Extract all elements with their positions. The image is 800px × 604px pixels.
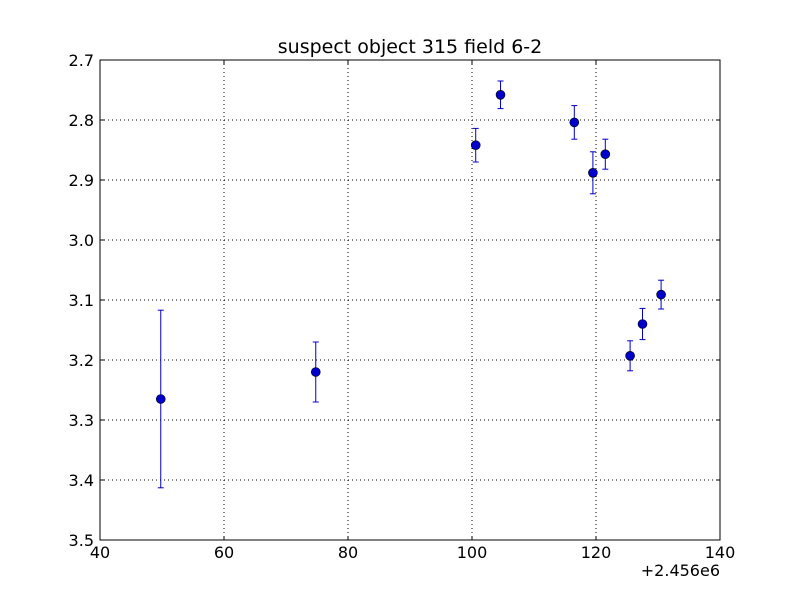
data-point xyxy=(569,117,580,128)
data-point xyxy=(588,168,598,178)
y-tick-label: 2.7 xyxy=(69,51,94,70)
data-point xyxy=(625,350,635,361)
x-tick-label: 60 xyxy=(214,543,234,562)
y-tick-label: 3.0 xyxy=(69,231,94,250)
x-tick-label: 140 xyxy=(705,543,736,562)
y-tick-label: 2.9 xyxy=(69,171,94,190)
x-tick-label: 120 xyxy=(581,543,612,562)
x-tick-label: 80 xyxy=(338,543,358,562)
x-axis-tick-labels: 40 60 80 100 120 140 xyxy=(90,543,735,562)
data-point xyxy=(310,367,321,377)
data-markers xyxy=(155,90,666,404)
y-tick-label: 3.4 xyxy=(69,471,94,490)
data-point xyxy=(155,394,166,404)
data-point xyxy=(637,319,648,329)
x-tick-label: 100 xyxy=(457,543,488,562)
data-point xyxy=(470,140,481,150)
x-tick-label: 40 xyxy=(90,543,110,562)
y-tick-label: 3.1 xyxy=(69,291,94,310)
data-point xyxy=(495,90,506,100)
chart-title: suspect object 315 field 6-2 xyxy=(278,36,543,58)
y-axis-tick-labels: 2.7 2.8 2.9 3.0 3.1 3.2 3.3 3.4 3.5 xyxy=(69,51,94,550)
y-tick-label: 3.3 xyxy=(69,411,94,430)
axis-ticks xyxy=(99,59,721,541)
data-point xyxy=(656,289,666,300)
y-tick-label: 2.8 xyxy=(69,111,94,130)
data-point xyxy=(600,149,611,159)
x-axis-offset-label: +2.456e6 xyxy=(641,561,720,580)
y-tick-label: 3.2 xyxy=(69,351,94,370)
y-tick-label: 3.5 xyxy=(69,531,94,550)
